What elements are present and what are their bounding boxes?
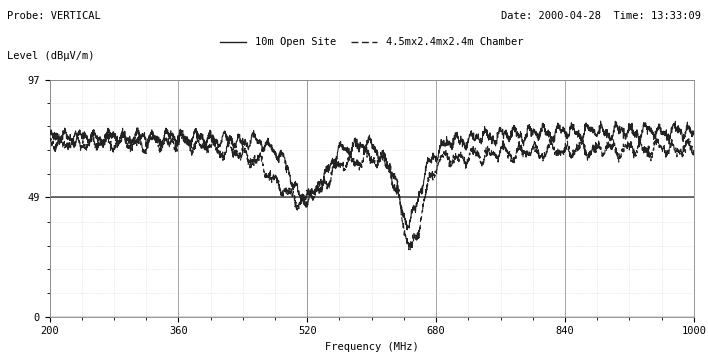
Text: Level (dBμV/m): Level (dBμV/m)	[7, 51, 95, 61]
Text: Probe: VERTICAL: Probe: VERTICAL	[7, 11, 101, 21]
Legend: 10m Open Site, 4.5mx2.4mx2.4m Chamber: 10m Open Site, 4.5mx2.4mx2.4m Chamber	[216, 33, 527, 52]
Text: Date: 2000-04-28  Time: 13:33:09: Date: 2000-04-28 Time: 13:33:09	[501, 11, 701, 21]
X-axis label: Frequency (MHz): Frequency (MHz)	[325, 342, 418, 352]
